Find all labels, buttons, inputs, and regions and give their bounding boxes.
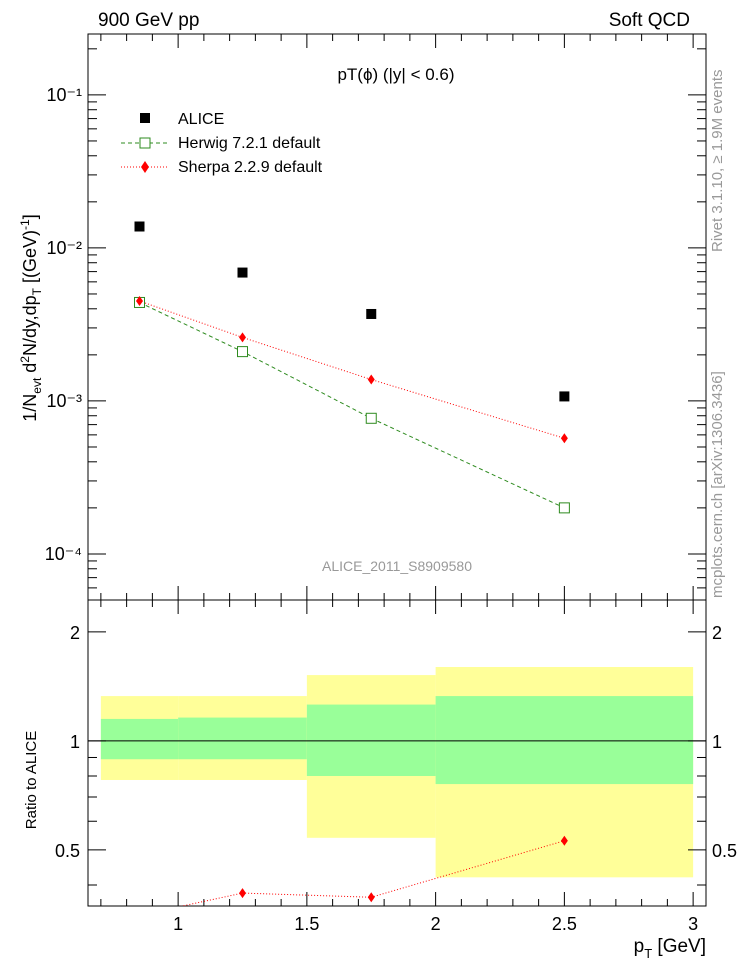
y-tick-label-1e-1: 10⁻¹ [46, 85, 82, 105]
side-rivet-label: Rivet 3.1.10, ≥ 1.9M events [709, 70, 726, 253]
y-tick-label-1e-4: 10⁻⁴ [45, 544, 82, 564]
legend-label-alice: ALICE [178, 111, 224, 128]
ratio-bands [100, 667, 694, 878]
legend-label-sherpa: Sherpa 2.2.9 default [178, 159, 323, 176]
side-mcplots-label: mcplots.cern.ch [arXiv:1306.3436] [709, 371, 726, 598]
y-tick-label-ratio-right: 1 [712, 732, 722, 752]
axis-ticks [88, 34, 706, 906]
sherpa-line [139, 300, 565, 439]
legend-marker-alice [140, 113, 150, 123]
ratio-band-inner-2 [306, 704, 436, 777]
y-tick-label-ratio-left: 1 [70, 732, 80, 752]
x-tick-label: 2 [431, 914, 441, 934]
sherpa-point [136, 295, 143, 306]
herwig-point [237, 346, 248, 358]
y-axis-label-ratio: Ratio to ALICE [23, 731, 40, 829]
x-tick-label: 3 [688, 914, 698, 934]
herwig-point [365, 412, 377, 424]
legend-marker-herwig [139, 137, 151, 149]
alice-point [559, 391, 570, 402]
header-right: Soft QCD [609, 10, 690, 31]
y-tick-label-ratio-left: 0.5 [55, 841, 80, 861]
y-tick-label-1e-3: 10⁻³ [46, 391, 82, 411]
ratio-band-inner-1 [178, 717, 307, 760]
alice-point [134, 221, 145, 232]
ratio-series [180, 835, 568, 906]
ratio-band-inner-3 [435, 696, 694, 785]
y-tick-label-ratio-right: 0.5 [712, 841, 737, 861]
legend-marker-sherpa [141, 161, 149, 173]
y-tick-label-1e-2: 10⁻² [46, 238, 82, 258]
x-tick-label: 2.5 [552, 914, 577, 934]
sherpa-series-line [139, 300, 565, 439]
header-left: 900 GeV pp [98, 10, 199, 31]
ratio-sherpa-point [239, 888, 246, 899]
ratio-sherpa-point [367, 892, 375, 903]
y-tick-label-ratio-right: 2 [712, 623, 722, 643]
legend: ALICE Herwig 7.2.1 default Sherpa 2.2.9 … [121, 111, 323, 176]
alice-point [366, 308, 377, 319]
plot-title: pT(ϕ) (|y| < 0.6) [337, 65, 454, 84]
legend-label-herwig: Herwig 7.2.1 default [178, 135, 321, 152]
alice-point [237, 267, 248, 278]
x-tick-label: 1.5 [294, 914, 319, 934]
axis-tick-labels: 1 1.5 2 2.5 3 10⁻¹ 10⁻² 10⁻³ 10⁻⁴ 0.5 0.5 1 1 2 2 [45, 85, 737, 934]
ratio-band-inner-0 [100, 718, 179, 760]
sherpa-point [560, 433, 568, 444]
x-tick-label: 1 [173, 914, 183, 934]
sherpa-point [239, 332, 246, 343]
y-axis-label-main: 1/Nevt d2N/dy,dpT [(GeV)-1] [18, 214, 44, 421]
ratio-plot-frame [87, 599, 707, 907]
herwig-series-line [139, 302, 565, 509]
x-axis-label: pT [GeV] [634, 936, 706, 961]
series-markers [134, 221, 570, 514]
herwig-line [139, 302, 565, 509]
sherpa-point [367, 374, 375, 385]
ratio-sherpa-point [560, 835, 568, 846]
y-tick-label-ratio-left: 2 [70, 623, 80, 643]
herwig-point [558, 502, 570, 514]
watermark: ALICE_2011_S8909580 [322, 558, 472, 574]
